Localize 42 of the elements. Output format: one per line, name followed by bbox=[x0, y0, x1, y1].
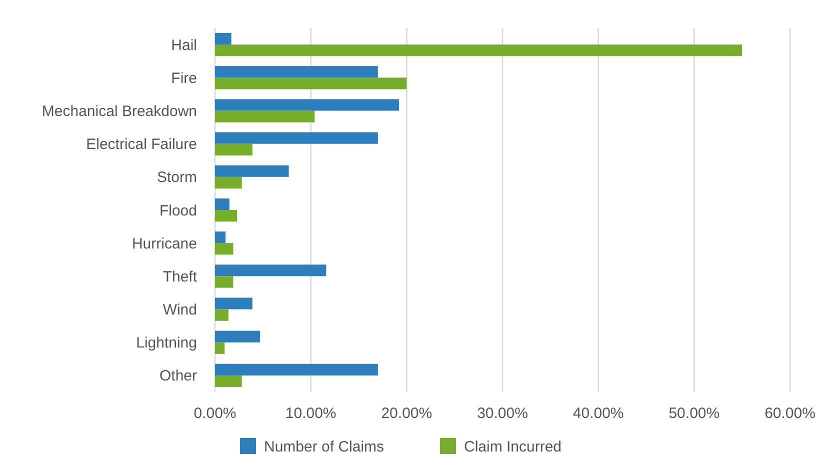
bar bbox=[215, 330, 260, 342]
bar bbox=[215, 176, 242, 188]
y-tick-label: Storm bbox=[156, 169, 197, 186]
bar bbox=[215, 66, 378, 78]
x-tick-label: 40.00% bbox=[572, 405, 624, 422]
bar bbox=[215, 78, 407, 90]
y-tick-label: Hail bbox=[171, 36, 197, 54]
bar bbox=[215, 99, 399, 111]
y-tick-label: Mechanical Breakdown bbox=[42, 102, 197, 120]
x-tick-label: 50.00% bbox=[668, 405, 720, 422]
bar bbox=[215, 375, 242, 388]
bar bbox=[215, 132, 378, 144]
y-tick-label: Lightning bbox=[136, 334, 197, 352]
x-tick-label: 0.00% bbox=[194, 405, 236, 422]
bar bbox=[215, 165, 289, 177]
x-tick-label: 60.00% bbox=[764, 405, 816, 422]
x-tick-label: 10.00% bbox=[285, 405, 336, 422]
legend-label: Number of Claims bbox=[264, 438, 384, 456]
bar bbox=[215, 44, 742, 56]
bar bbox=[215, 32, 232, 45]
y-tick-label: Fire bbox=[171, 70, 197, 87]
bar bbox=[215, 276, 234, 288]
y-tick-label: Theft bbox=[162, 268, 198, 286]
y-tick-label: Flood bbox=[159, 202, 197, 220]
bar bbox=[215, 309, 228, 321]
bar bbox=[215, 232, 226, 244]
bar bbox=[215, 198, 230, 210]
y-tick-label: Other bbox=[159, 368, 198, 385]
bar bbox=[215, 144, 252, 156]
y-tick-label: Electrical Failure bbox=[86, 136, 197, 154]
legend-label: Claim Incurred bbox=[464, 438, 562, 456]
bar bbox=[215, 243, 234, 255]
bar bbox=[215, 210, 238, 222]
bar bbox=[215, 298, 252, 310]
bar bbox=[215, 364, 378, 376]
x-tick-label: 20.00% bbox=[381, 405, 432, 422]
y-tick-label: Hurricane bbox=[132, 235, 197, 252]
bar bbox=[215, 342, 225, 354]
bar bbox=[215, 110, 315, 122]
bar bbox=[215, 264, 326, 276]
y-tick-label: Wind bbox=[162, 302, 197, 319]
x-tick-label: 30.00% bbox=[477, 405, 528, 422]
